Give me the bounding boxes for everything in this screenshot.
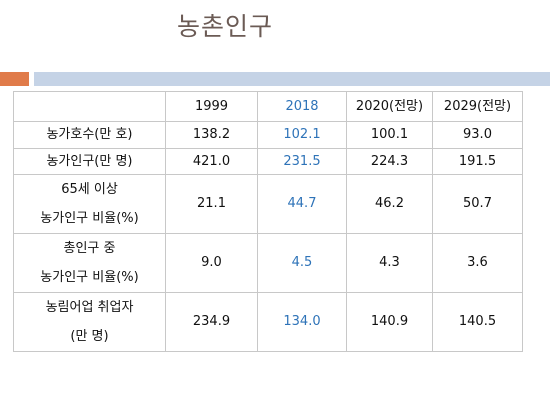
cell-1999: 21.1 xyxy=(165,174,258,234)
cell-2029: 50.7 xyxy=(432,174,523,234)
cell-2020: 4.3 xyxy=(346,233,433,293)
cell-1999: 9.0 xyxy=(165,233,258,293)
slide-title: 농촌인구 xyxy=(177,12,274,41)
table-row: 농가인구(만 명) 421.0 231.5 224.3 191.5 xyxy=(13,148,523,175)
row-label: 농가인구(만 명) xyxy=(13,148,166,175)
cell-1999: 138.2 xyxy=(165,121,258,149)
row-label: 농가호수(만 호) xyxy=(13,121,166,149)
table-row: 65세 이상 농가인구 비율(%) 21.1 44.7 46.2 50.7 xyxy=(13,174,523,234)
cell-2018: 102.1 xyxy=(257,121,347,149)
header-cell-1999: 1999 xyxy=(165,91,258,122)
row-label: 농림어업 취업자 (만 명) xyxy=(13,292,166,352)
cell-1999: 234.9 xyxy=(165,292,258,352)
header-cell-2018: 2018 xyxy=(257,91,347,122)
cell-2018: 231.5 xyxy=(257,148,347,175)
cell-1999: 421.0 xyxy=(165,148,258,175)
header-row: 1999 2018 2020(전망) 2029(전망) xyxy=(13,91,523,122)
rural-population-table: 1999 2018 2020(전망) 2029(전망) 농가호수(만 호) 13… xyxy=(13,91,523,352)
cell-2029: 93.0 xyxy=(432,121,523,149)
title-rule-bar xyxy=(34,72,550,86)
cell-2020: 224.3 xyxy=(346,148,433,175)
cell-2018: 44.7 xyxy=(257,174,347,234)
cell-2020: 140.9 xyxy=(346,292,433,352)
cell-2020: 100.1 xyxy=(346,121,433,149)
accent-bar xyxy=(0,72,29,86)
table-row: 농림어업 취업자 (만 명) 234.9 134.0 140.9 140.5 xyxy=(13,292,523,352)
row-label: 총인구 중 농가인구 비율(%) xyxy=(13,233,166,293)
cell-2018: 4.5 xyxy=(257,233,347,293)
cell-2029: 191.5 xyxy=(432,148,523,175)
table-row: 총인구 중 농가인구 비율(%) 9.0 4.5 4.3 3.6 xyxy=(13,233,523,293)
header-cell-2020: 2020(전망) xyxy=(346,91,433,122)
header-cell-blank xyxy=(13,91,166,122)
cell-2029: 140.5 xyxy=(432,292,523,352)
header-cell-2029: 2029(전망) xyxy=(432,91,523,122)
cell-2020: 46.2 xyxy=(346,174,433,234)
row-label: 65세 이상 농가인구 비율(%) xyxy=(13,174,166,234)
table-row: 농가호수(만 호) 138.2 102.1 100.1 93.0 xyxy=(13,121,523,149)
cell-2018: 134.0 xyxy=(257,292,347,352)
cell-2029: 3.6 xyxy=(432,233,523,293)
